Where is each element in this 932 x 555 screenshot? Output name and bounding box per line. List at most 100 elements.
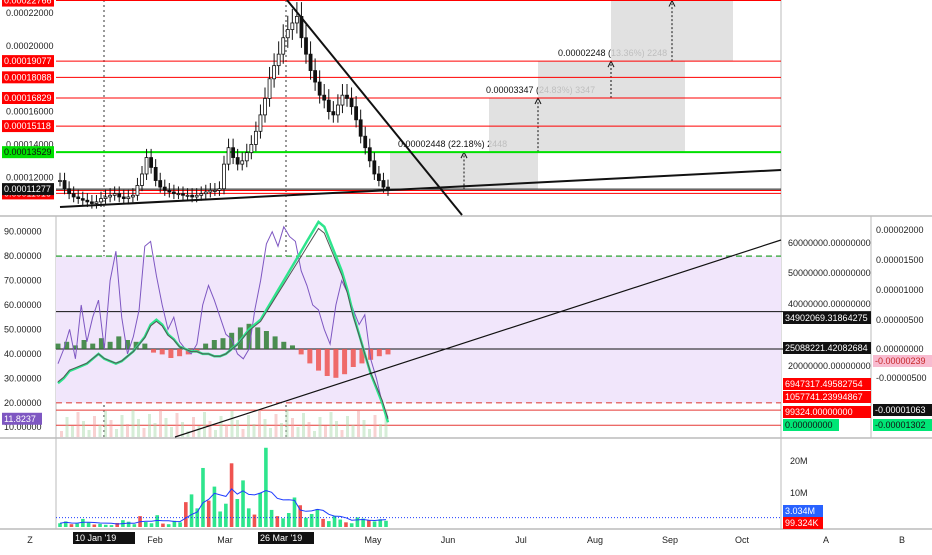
volume-ghost-bar: [76, 412, 80, 437]
volume-bar: [86, 522, 91, 527]
candle-body: [140, 173, 144, 186]
volume-bar: [229, 463, 234, 527]
candle-body: [222, 163, 226, 190]
axis-value-tag-bg: [783, 312, 871, 324]
candle-body: [108, 194, 113, 198]
signal-line-dark[interactable]: [57, 227, 389, 420]
candle-body: [308, 53, 313, 71]
candle-body: [376, 173, 381, 181]
volume-ghost-bar: [324, 426, 327, 437]
volume-ghost-bar: [71, 426, 74, 437]
volume-ghost-bar: [115, 429, 118, 437]
volume-bar: [92, 524, 97, 527]
downtrend-line[interactable]: [286, 0, 463, 216]
volume-ghost-bar: [313, 431, 316, 437]
volume-ghost-bar: [197, 426, 201, 437]
auto-scale-button[interactable]: A: [823, 535, 829, 545]
volume-ghost-bar: [296, 427, 300, 437]
candle-body: [326, 99, 331, 113]
candle-body: [285, 29, 290, 39]
volume-ghost-bar: [384, 410, 388, 437]
volume-ghost-bar: [274, 414, 278, 437]
volume-bar: [178, 522, 182, 527]
volume-ghost-bar: [362, 420, 366, 437]
histogram-bar: [281, 341, 287, 349]
candle-body: [117, 193, 122, 198]
candle-body: [217, 188, 222, 191]
volume-bar: [149, 523, 154, 527]
target-box[interactable]: [489, 97, 685, 153]
axis-value-tag: -0.00001302: [875, 420, 926, 430]
uptrend-line[interactable]: [59, 169, 782, 208]
histogram-bar: [237, 327, 243, 349]
candle-body: [294, 16, 299, 24]
histogram-bar: [246, 323, 252, 349]
tertiary-tick-label: 0.00000500: [876, 315, 924, 325]
volume-bar: [58, 523, 62, 527]
axis-value-tag: 0.00000000: [785, 420, 833, 430]
histogram-bar: [133, 341, 139, 349]
axis-value-tag-bg: [873, 419, 932, 431]
volume-bar: [286, 513, 291, 527]
target-box[interactable]: [611, 0, 733, 62]
month-tick-label: Jul: [515, 535, 527, 545]
volume-ghost-bar: [252, 424, 256, 437]
oscillator-tick-label: 20.00000: [4, 398, 42, 408]
candle-body: [190, 194, 195, 198]
candle-body: [76, 196, 81, 199]
axis-value-tag: 99324.00000000: [785, 407, 853, 417]
volume-ghost-bar: [142, 428, 146, 437]
axis-value-tag-bg: [783, 406, 871, 418]
volume-ghost-bar: [357, 411, 360, 437]
candle-body: [231, 147, 236, 158]
candle-body: [272, 65, 277, 80]
timezone-button[interactable]: Z: [27, 535, 33, 545]
rsi-line[interactable]: [57, 225, 389, 418]
volume-ghost-bar: [109, 420, 113, 437]
candle-body: [62, 180, 67, 190]
tertiary-tick-label: 0.00002000: [876, 225, 924, 235]
volume-bar: [275, 516, 280, 527]
histogram-bar: [333, 349, 339, 378]
volume-bar: [126, 521, 131, 527]
candle-body: [171, 191, 176, 195]
volume-ghost-bar: [120, 415, 124, 437]
axis-value-tag-bg: [783, 391, 871, 403]
volume-ghost-bar: [307, 422, 311, 437]
price-level-tag-bg: [2, 120, 54, 133]
volume-bar: [224, 503, 228, 527]
histogram-bar: [376, 349, 382, 357]
price-level-tag-bg: [2, 0, 54, 7]
target-box[interactable]: [538, 61, 685, 98]
candle-body: [194, 194, 199, 198]
candle-body: [121, 196, 126, 199]
volume-bar: [327, 521, 331, 527]
volume-bar: [166, 524, 171, 527]
price-level-tag-bg: [2, 71, 54, 84]
oscillator-value-tag: 11.8237: [4, 414, 36, 424]
price-level-tag-bg: [2, 55, 54, 68]
tertiary-tick-label: -0.00000500: [876, 373, 927, 383]
candle-body: [94, 201, 99, 204]
volume-ghost-bar: [170, 427, 173, 437]
tertiary-tick-label: 0.00001500: [876, 255, 924, 265]
volume-bar: [218, 511, 222, 527]
candle-body: [226, 147, 231, 165]
histogram-bar: [263, 331, 269, 349]
volume-ma-line[interactable]: [59, 488, 387, 525]
b-scale-button[interactable]: B: [899, 535, 905, 545]
histogram-bar: [289, 345, 295, 349]
green-level-tag: 0.00013529: [4, 147, 52, 157]
month-tick-label: Oct: [735, 535, 750, 545]
volume-bar: [292, 497, 297, 527]
volume-ghost-bar: [269, 428, 272, 437]
volume-bar: [332, 515, 337, 527]
oscillator-trend-line[interactable]: [174, 239, 782, 438]
volume-bar: [98, 523, 102, 527]
oscillator-tick-label: 10.00000: [4, 422, 42, 432]
candle-body: [153, 167, 158, 181]
histogram-bar: [229, 332, 235, 349]
candle-body: [240, 160, 245, 165]
price-level-tag-bg: [2, 91, 54, 104]
